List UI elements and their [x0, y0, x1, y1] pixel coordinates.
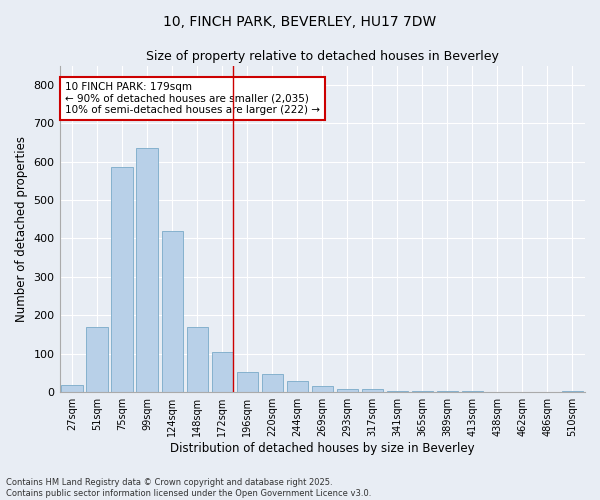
Bar — [61, 386, 83, 392]
Bar — [387, 390, 408, 392]
Bar — [136, 148, 158, 392]
Bar — [337, 389, 358, 392]
Text: 10, FINCH PARK, BEVERLEY, HU17 7DW: 10, FINCH PARK, BEVERLEY, HU17 7DW — [163, 15, 437, 29]
Text: 10 FINCH PARK: 179sqm
← 90% of detached houses are smaller (2,035)
10% of semi-d: 10 FINCH PARK: 179sqm ← 90% of detached … — [65, 82, 320, 115]
Text: Contains HM Land Registry data © Crown copyright and database right 2025.
Contai: Contains HM Land Registry data © Crown c… — [6, 478, 371, 498]
Bar — [287, 380, 308, 392]
Bar — [412, 390, 433, 392]
Bar — [112, 168, 133, 392]
Title: Size of property relative to detached houses in Beverley: Size of property relative to detached ho… — [146, 50, 499, 63]
Bar — [236, 372, 258, 392]
Bar — [212, 352, 233, 392]
Bar — [362, 389, 383, 392]
X-axis label: Distribution of detached houses by size in Beverley: Distribution of detached houses by size … — [170, 442, 475, 455]
Y-axis label: Number of detached properties: Number of detached properties — [15, 136, 28, 322]
Bar — [187, 327, 208, 392]
Bar — [161, 231, 183, 392]
Bar — [311, 386, 333, 392]
Bar — [86, 327, 108, 392]
Bar — [562, 391, 583, 392]
Bar — [262, 374, 283, 392]
